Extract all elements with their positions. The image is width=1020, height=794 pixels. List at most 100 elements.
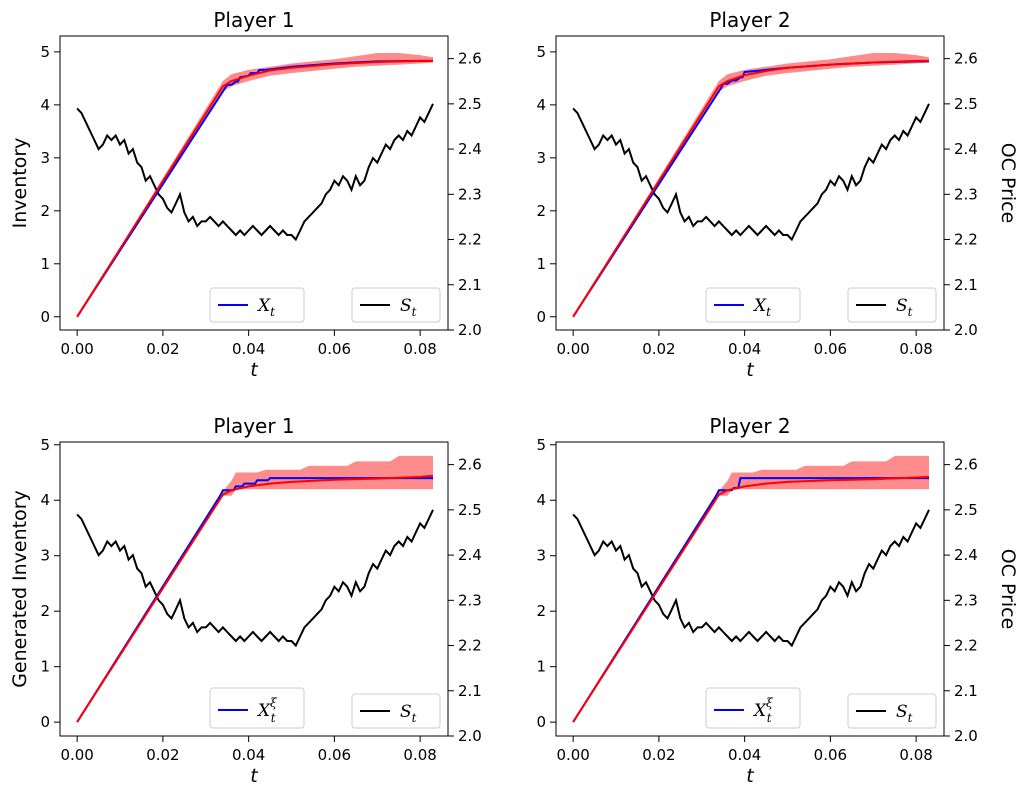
y-tick-label-right: 2.4 [954, 546, 978, 564]
legend-label: Xξ t [752, 696, 774, 725]
chart-title: Player 2 [709, 414, 790, 438]
x-tick-label: 0.02 [642, 746, 675, 764]
mean-line [572, 59, 929, 318]
x-tick-label: 0.04 [232, 746, 265, 764]
legend-box [705, 687, 801, 729]
legend-price: St [351, 693, 441, 729]
price-line [76, 103, 434, 242]
inventory-line [572, 477, 929, 723]
x-tick-label: 0.08 [899, 340, 932, 358]
y-tick-label-right: 2.3 [954, 591, 978, 609]
inventory-line [76, 59, 433, 318]
chart-panel-2: 0.00 0.02 0.04 0.06 0.08 0 1 2 3 4 5 2.0 2.1 2.2 2.3 2.… [536, 8, 1019, 381]
x-tick-label: 0.04 [728, 746, 761, 764]
legend-price: St [351, 287, 441, 323]
legend-label: St [896, 296, 913, 319]
y-tick-label-right: 2.3 [954, 185, 978, 203]
y-tick-label-left: 3 [536, 547, 546, 565]
inventory-line [76, 477, 433, 723]
legend-price: St [847, 693, 937, 729]
legend-inventory: Xξ t [705, 687, 801, 729]
y-tick-label-right: 2.1 [458, 682, 482, 700]
y-tick-label-left: 5 [536, 43, 546, 61]
legend-label: Xt [256, 296, 275, 319]
legend-inventory: Xt [209, 287, 305, 323]
axes-frame [59, 35, 449, 331]
legend-label: St [400, 702, 417, 725]
legend-box [705, 287, 801, 323]
y-tick-label-left: 2 [40, 602, 50, 620]
legend-box [847, 287, 937, 323]
y-tick-label-left: 3 [536, 149, 546, 167]
x-axis-label: t [746, 765, 755, 787]
y-axis-label-left: Inventory [9, 138, 31, 229]
y-tick-label-right: 2.2 [954, 637, 978, 655]
x-tick-label: 0.08 [403, 746, 436, 764]
y-axis-label-left: Generated Inventory [9, 490, 31, 688]
y-tick-label-right: 2.3 [458, 591, 482, 609]
price-line [572, 509, 930, 648]
x-tick-label: 0.06 [318, 746, 351, 764]
y-tick-label-left: 2 [536, 602, 546, 620]
y-tick-label-left: 0 [536, 713, 546, 731]
y-tick-label-left: 0 [536, 308, 546, 326]
x-tick-label: 0.08 [899, 746, 932, 764]
chart-title: Player 1 [213, 414, 294, 438]
y-tick-label-left: 1 [40, 255, 50, 273]
y-tick-label-right: 2.0 [458, 727, 482, 745]
y-tick-label-right: 2.6 [458, 456, 482, 474]
y-tick-label-left: 4 [536, 491, 546, 509]
confidence-band [77, 455, 433, 723]
legend-inventory: Xt [705, 287, 801, 323]
x-tick-label: 0.04 [728, 340, 761, 358]
legend-box [847, 693, 937, 729]
x-axis-label: t [250, 765, 259, 787]
y-tick-label-left: 4 [40, 491, 50, 509]
y-tick-label-right: 2.0 [954, 727, 978, 745]
y-tick-label-right: 2.2 [954, 231, 978, 249]
x-tick-label: 0.00 [556, 340, 589, 358]
y-tick-label-left: 5 [536, 436, 546, 454]
y-tick-label-left: 0 [40, 713, 50, 731]
mean-line [76, 59, 433, 318]
x-tick-label: 0.02 [146, 340, 179, 358]
y-tick-label-right: 2.6 [954, 456, 978, 474]
y-tick-label-left: 2 [40, 202, 50, 220]
x-tick-label: 0.04 [232, 340, 265, 358]
y-tick-label-right: 2.6 [458, 50, 482, 68]
y-tick-label-right: 2.4 [458, 140, 482, 158]
mean-line [572, 475, 930, 723]
axes-frame [59, 441, 449, 737]
legend-label: St [400, 296, 417, 319]
price-line [76, 509, 434, 648]
y-tick-label-right: 2.1 [954, 276, 978, 294]
legend-box [209, 287, 305, 323]
confidence-band [573, 455, 929, 723]
y-tick-label-right: 2.5 [954, 95, 978, 113]
y-tick-label-right: 2.5 [458, 501, 482, 519]
y-tick-label-right: 2.2 [458, 637, 482, 655]
x-tick-label: 0.06 [814, 340, 847, 358]
legend-label: Xξ t [256, 696, 278, 725]
y-tick-label-right: 2.0 [458, 321, 482, 339]
confidence-band [573, 53, 929, 317]
y-axis-label-right: OC Price [997, 143, 1019, 224]
x-tick-label: 0.00 [556, 746, 589, 764]
y-tick-label-right: 2.4 [954, 140, 978, 158]
y-tick-label-left: 2 [536, 202, 546, 220]
chart-panel-1: 0.00 0.02 0.04 0.06 0.08 0 1 2 3 4 5 2.0 2.1 2.2 2.3 2.… [9, 8, 482, 381]
inventory-line [572, 60, 929, 318]
x-tick-label: 0.06 [318, 340, 351, 358]
legend-price: St [847, 287, 937, 323]
y-tick-label-right: 2.6 [954, 50, 978, 68]
x-tick-label: 0.00 [60, 340, 93, 358]
legend-box [209, 687, 305, 729]
x-tick-label: 0.02 [642, 340, 675, 358]
y-tick-label-right: 2.2 [458, 231, 482, 249]
x-tick-label: 0.02 [146, 746, 179, 764]
legend-label: St [896, 702, 913, 725]
chart-title: Player 1 [213, 8, 294, 32]
y-tick-label-left: 4 [40, 96, 50, 114]
y-tick-label-right: 2.0 [954, 321, 978, 339]
x-axis-label: t [746, 359, 755, 381]
